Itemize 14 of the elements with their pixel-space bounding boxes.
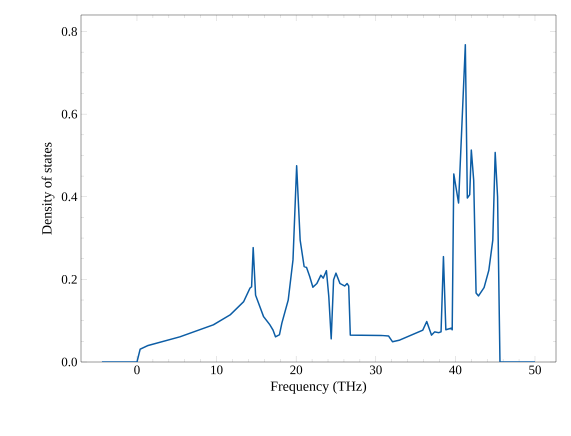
y-tick-label: 0.4 [62, 192, 78, 202]
x-tick-label: 30 [370, 366, 382, 374]
x-tick-label: 0 [134, 366, 140, 374]
y-tick-label: 0.0 [62, 358, 77, 366]
y-tick-label: 0.2 [62, 274, 77, 284]
y-tick-label: 0.6 [62, 110, 78, 119]
x-tick-label: 20 [290, 366, 302, 374]
x-axis-title: Frequency (THz) [270, 381, 366, 394]
x-tick-label: 10 [211, 366, 223, 374]
y-axis-title: Density of states [42, 142, 54, 235]
y-tick-label: 0.8 [62, 27, 77, 36]
x-tick-label: 50 [529, 366, 541, 374]
x-tick-label: 40 [449, 366, 462, 374]
line-series [101, 44, 536, 362]
